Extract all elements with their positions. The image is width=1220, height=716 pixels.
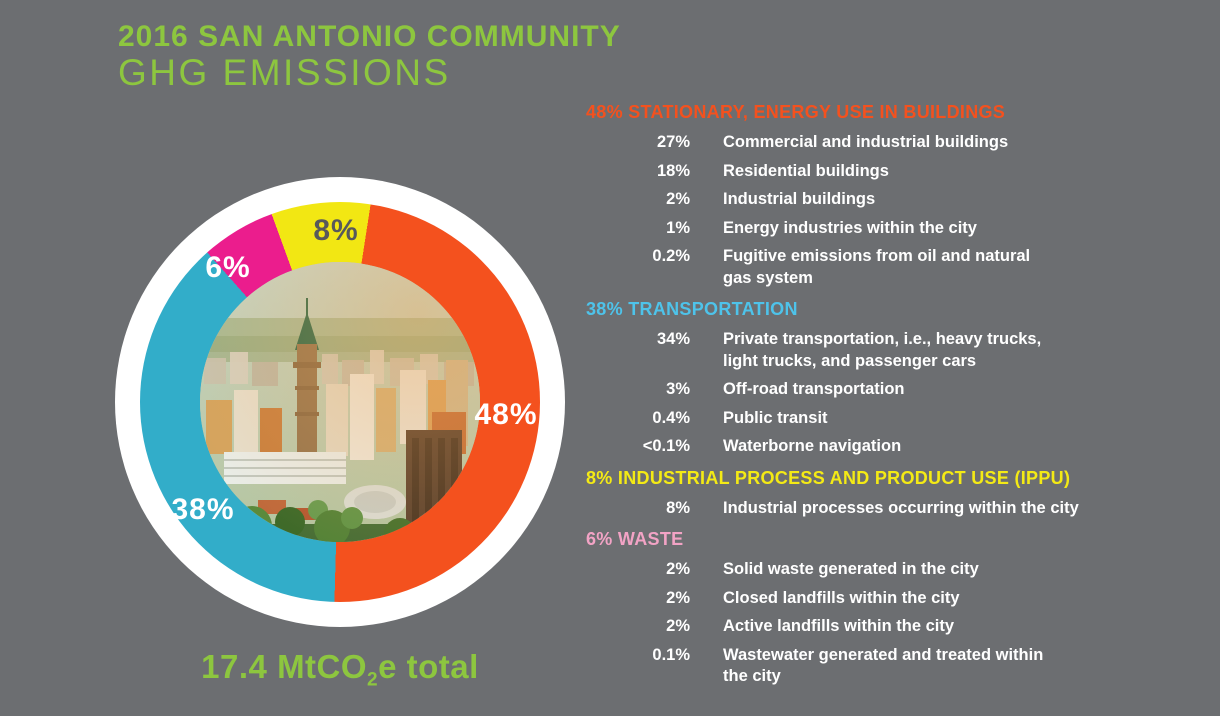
page-subtitle: GHG EMISSIONS bbox=[118, 52, 451, 93]
slice-label-stationary: 48% bbox=[474, 398, 538, 431]
legend-item-percent: 2% bbox=[666, 617, 690, 635]
legend-section-heading: 48% STATIONARY, ENERGY USE IN BUILDINGS bbox=[586, 102, 1006, 122]
legend-item-percent: 2% bbox=[666, 190, 690, 208]
legend-section-heading: 38% TRANSPORTATION bbox=[586, 299, 798, 319]
legend-item-percent: 1% bbox=[666, 218, 690, 237]
legend-item-description: Fugitive emissions from oil and natural … bbox=[723, 247, 1031, 287]
total-suffix: e total bbox=[378, 648, 479, 685]
san-antonio-skyline-illustration bbox=[200, 262, 480, 542]
legend-item-percent: 18% bbox=[656, 161, 690, 180]
legend-section-heading: 6% WASTE bbox=[586, 529, 684, 549]
total-emissions-label: 17.4 MtCO2e total bbox=[115, 648, 565, 690]
legend-section-items: 2% Solid waste generated in the city 2% … bbox=[578, 559, 1208, 688]
legend-section-items: 34% Private transportation, i.e., heavy … bbox=[578, 329, 1208, 458]
legend-section: 38% TRANSPORTATION 34% Private transport… bbox=[578, 299, 1208, 458]
legend-item: 34% Private transportation, i.e., heavy … bbox=[578, 329, 1208, 372]
legend-item-percent: 0.2% bbox=[652, 247, 690, 265]
legend-section-heading: 8% INDUSTRIAL PROCESS AND PRODUCT USE (I… bbox=[586, 467, 1071, 488]
legend-item: 2% Active landfills within the city bbox=[578, 616, 1208, 638]
legend-item-description: Waterborne navigation bbox=[723, 437, 902, 455]
legend-item-percent: 27% bbox=[656, 133, 690, 151]
legend-item: 18% Residential buildings bbox=[578, 161, 1208, 183]
legend-item: 2% Solid waste generated in the city bbox=[578, 559, 1208, 581]
legend-item: 1% Energy industries within the city bbox=[578, 218, 1208, 240]
legend-section: 8% INDUSTRIAL PROCESS AND PRODUCT USE (I… bbox=[578, 468, 1208, 520]
donut-chart: 8% 48% 38% 6% bbox=[115, 177, 565, 627]
legend-item-description: Commercial and industrial buildings bbox=[723, 133, 1009, 151]
legend-item-percent: 0.1% bbox=[652, 645, 690, 664]
legend: 48% STATIONARY, ENERGY USE IN BUILDINGS … bbox=[578, 102, 1208, 695]
legend-item-percent: 0.4% bbox=[652, 408, 690, 427]
slice-label-ippu: 8% bbox=[313, 214, 359, 247]
legend-item-percent: 8% bbox=[666, 498, 690, 517]
legend-item-description: Closed landfills within the city bbox=[723, 588, 960, 607]
total-prefix: 17.4 MtCO bbox=[201, 648, 368, 685]
page-title: 2016 SAN ANTONIO COMMUNITY bbox=[118, 20, 621, 53]
legend-section-items: 27% Commercial and industrial buildings … bbox=[578, 132, 1208, 289]
legend-item-percent: 2% bbox=[666, 560, 690, 578]
slice-label-transportation: 38% bbox=[171, 493, 235, 526]
legend-item: 27% Commercial and industrial buildings bbox=[578, 132, 1208, 154]
legend-item-description: Energy industries within the city bbox=[723, 218, 977, 237]
legend-item-percent: 2% bbox=[666, 588, 690, 607]
legend-item: 2% Industrial buildings bbox=[578, 189, 1208, 211]
legend-item-description: Industrial buildings bbox=[723, 190, 876, 208]
legend-section: 6% WASTE 2% Solid waste generated in the… bbox=[578, 529, 1208, 688]
legend-item-description: Private transportation, i.e., heavy truc… bbox=[723, 330, 1042, 370]
legend-item-description: Residential buildings bbox=[723, 161, 889, 180]
legend-item-description: Solid waste generated in the city bbox=[723, 560, 979, 578]
legend-item: 0.2% Fugitive emissions from oil and nat… bbox=[578, 246, 1208, 289]
legend-item: 0.4% Public transit bbox=[578, 408, 1208, 430]
slice-label-waste: 6% bbox=[205, 251, 251, 284]
legend-item-description: Industrial processes occurring within th… bbox=[723, 498, 1079, 517]
title-block: 2016 SAN ANTONIO COMMUNITY GHG EMISSIONS bbox=[118, 20, 621, 93]
legend-item-percent: <0.1% bbox=[642, 437, 690, 455]
legend-item: 0.1% Wastewater generated and treated wi… bbox=[578, 645, 1208, 688]
donut-center-photo bbox=[200, 262, 480, 542]
legend-item-description: Wastewater generated and treated within … bbox=[723, 645, 1044, 686]
legend-section: 48% STATIONARY, ENERGY USE IN BUILDINGS … bbox=[578, 102, 1208, 289]
legend-item-description: Active landfills within the city bbox=[723, 617, 955, 635]
legend-item-percent: 3% bbox=[666, 380, 690, 398]
legend-item: 8% Industrial processes occurring within… bbox=[578, 498, 1208, 520]
legend-item: 2% Closed landfills within the city bbox=[578, 588, 1208, 610]
legend-item: <0.1% Waterborne navigation bbox=[578, 436, 1208, 458]
legend-item-percent: 34% bbox=[656, 330, 690, 348]
legend-section-items: 8% Industrial processes occurring within… bbox=[578, 498, 1208, 520]
total-subscript: 2 bbox=[367, 669, 379, 691]
legend-item: 3% Off-road transportation bbox=[578, 379, 1208, 401]
legend-item-description: Public transit bbox=[723, 408, 828, 427]
legend-item-description: Off-road transportation bbox=[723, 380, 905, 398]
